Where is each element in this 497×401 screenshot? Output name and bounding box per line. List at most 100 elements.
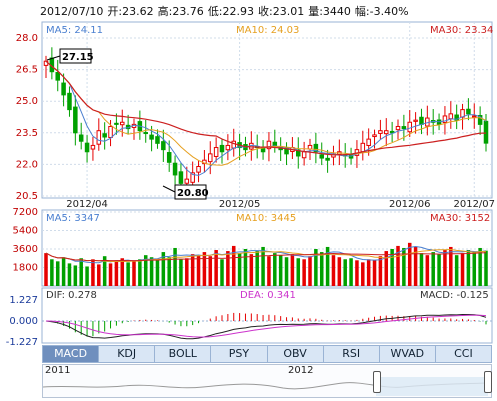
tab-rsi[interactable]: RSI bbox=[324, 346, 380, 362]
tab-obv[interactable]: OBV bbox=[268, 346, 324, 362]
price-y-tick: 28.0 bbox=[16, 33, 38, 44]
volume-bar bbox=[378, 256, 383, 286]
candle-body bbox=[114, 122, 119, 125]
price-y-tick: 20.5 bbox=[16, 191, 38, 202]
tab-psy[interactable]: PSY bbox=[211, 346, 268, 362]
volume-bar bbox=[366, 259, 371, 286]
candle-body bbox=[266, 140, 272, 150]
volume-bar bbox=[284, 257, 289, 286]
volume-bar bbox=[402, 247, 406, 286]
candle-body bbox=[190, 172, 195, 183]
candle-body bbox=[407, 121, 412, 133]
candle-body bbox=[102, 133, 107, 138]
navigator-left-handle[interactable] bbox=[373, 371, 381, 393]
volume-bar bbox=[319, 252, 324, 286]
candle-body bbox=[90, 144, 96, 150]
volume-bar bbox=[67, 263, 72, 286]
volume-bar bbox=[202, 252, 207, 286]
candle-body bbox=[96, 130, 102, 145]
candle-body bbox=[372, 134, 377, 138]
macd-dif-line bbox=[45, 314, 487, 340]
volume-bar bbox=[314, 249, 318, 286]
candle-body bbox=[319, 154, 324, 159]
quote-high: 高:23.76 bbox=[157, 5, 204, 18]
price-y-tick: 23.5 bbox=[16, 128, 38, 139]
candle-body bbox=[454, 114, 459, 121]
candle-body bbox=[378, 130, 383, 134]
candle-body bbox=[472, 115, 477, 118]
navigator-label-2012: 2012 bbox=[288, 365, 314, 376]
volume-bar bbox=[143, 255, 148, 286]
candle-body bbox=[477, 115, 483, 125]
ma-lines bbox=[45, 60, 487, 176]
volume-bar bbox=[73, 265, 78, 286]
tab-boll[interactable]: BOLL bbox=[155, 346, 212, 362]
volume-bar bbox=[50, 259, 54, 286]
tab-cci[interactable]: CCI bbox=[454, 347, 473, 360]
price-grid bbox=[42, 22, 492, 198]
tab-macd[interactable]: MACD bbox=[43, 346, 100, 362]
candle-body bbox=[225, 144, 231, 151]
candle-body bbox=[184, 178, 190, 184]
volume-bar bbox=[55, 261, 60, 286]
candle-body bbox=[155, 136, 160, 144]
volume-ma5-label: MA5: 3347 bbox=[46, 213, 100, 224]
ma10-line bbox=[45, 60, 487, 166]
volume-bar bbox=[114, 260, 119, 286]
quote-change: 幅:-3.40% bbox=[354, 5, 409, 18]
high-marker: 27.15 bbox=[46, 48, 94, 64]
volume-bar bbox=[407, 242, 412, 286]
price-x-ticks: 2012/04 2012/05 2012/06 2012/07 bbox=[66, 199, 495, 210]
macd-dif-label: DIF: 0.278 bbox=[46, 290, 97, 301]
navigator-right-handle[interactable] bbox=[484, 371, 492, 393]
volume-bar bbox=[437, 254, 441, 286]
candle-body bbox=[149, 134, 154, 140]
volume-bar bbox=[91, 259, 95, 286]
price-x-tick: 2012/05 bbox=[219, 199, 261, 210]
candle-body bbox=[178, 171, 184, 184]
quote-date: 2012/07/10 bbox=[40, 5, 104, 18]
volume-bar bbox=[325, 246, 330, 286]
candle-body bbox=[73, 106, 78, 134]
timeline-navigator[interactable]: 2011 2012 bbox=[42, 364, 492, 398]
candle-body bbox=[313, 143, 319, 153]
candle-body bbox=[401, 126, 407, 130]
volume-bar bbox=[466, 250, 471, 286]
volume-bar bbox=[249, 254, 254, 286]
volume-bar bbox=[161, 252, 166, 286]
price-x-tick: 2012/04 bbox=[66, 199, 108, 210]
volume-bar bbox=[296, 258, 301, 286]
volume-ma10-line bbox=[45, 248, 487, 263]
volume-bar bbox=[413, 246, 418, 286]
price-ma10-label: MA10: 24.03 bbox=[236, 25, 299, 36]
volume-bar bbox=[85, 266, 89, 286]
tab-kdj[interactable]: KDJ bbox=[99, 346, 156, 362]
volume-bar bbox=[255, 251, 259, 286]
volume-bar bbox=[372, 260, 377, 286]
navigator-label-2011: 2011 bbox=[45, 365, 71, 376]
volume-bar bbox=[478, 247, 482, 286]
tab-wvad[interactable]: WVAD bbox=[380, 346, 436, 362]
candle-body bbox=[272, 141, 278, 146]
quote-close: 收:23.01 bbox=[258, 5, 305, 18]
candle-body bbox=[166, 152, 172, 163]
price-x-tick: 2012/07 bbox=[453, 199, 495, 210]
candle-body bbox=[219, 144, 225, 153]
candle-body bbox=[208, 153, 213, 163]
volume-bar bbox=[149, 257, 154, 286]
volume-bar bbox=[79, 258, 83, 286]
candle-body bbox=[448, 113, 454, 120]
volume-bar bbox=[361, 262, 365, 286]
price-panel-frame bbox=[41, 21, 493, 199]
volume-bar bbox=[355, 260, 359, 286]
volume-bar bbox=[102, 256, 107, 286]
volume-bar bbox=[108, 263, 113, 286]
quote-volume: 量:3440 bbox=[308, 5, 351, 18]
macd-value-label: MACD: -0.125 bbox=[420, 290, 489, 301]
volume-grid bbox=[42, 211, 492, 268]
price-y-tick: 22.0 bbox=[16, 159, 38, 170]
macd-panel-frame bbox=[41, 287, 493, 344]
volume-bar bbox=[243, 249, 248, 286]
volume-bar bbox=[167, 257, 171, 286]
